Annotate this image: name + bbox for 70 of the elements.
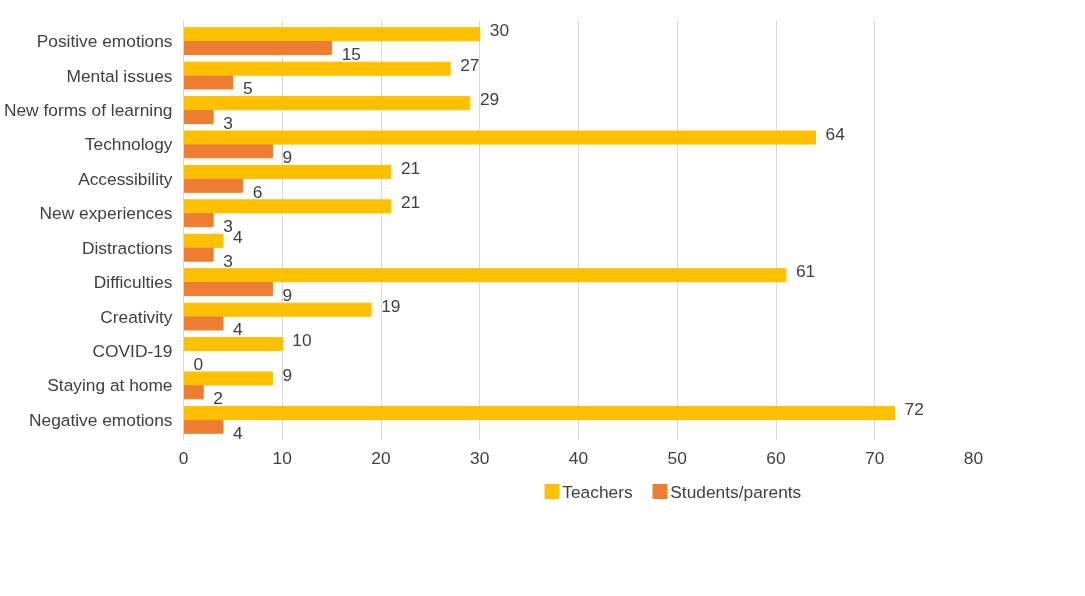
data-label: 10 xyxy=(292,330,312,351)
x-tick-label: 60 xyxy=(766,447,786,468)
bar xyxy=(183,247,214,262)
bar xyxy=(183,337,283,352)
data-label: 64 xyxy=(825,123,846,144)
x-tick-label: 50 xyxy=(667,447,687,468)
bar xyxy=(183,109,214,124)
data-label: 2 xyxy=(213,388,223,409)
data-label: 27 xyxy=(460,54,480,75)
y-tick-label: Accessibility xyxy=(78,168,173,189)
x-tick-label: 30 xyxy=(470,447,490,468)
y-tick-label: Difficulties xyxy=(93,272,173,293)
data-label: 30 xyxy=(489,20,510,41)
data-label: 5 xyxy=(242,78,253,99)
bar xyxy=(183,213,214,228)
bar xyxy=(183,199,392,214)
bar xyxy=(183,96,471,111)
data-label: 9 xyxy=(282,285,293,306)
data-label: 21 xyxy=(400,157,421,178)
bar xyxy=(183,178,244,193)
data-label: 4 xyxy=(233,422,243,443)
bar xyxy=(183,41,333,56)
bar xyxy=(183,281,273,297)
data-label: 19 xyxy=(381,295,401,316)
bar xyxy=(183,405,895,420)
y-tick-label: Mental issues xyxy=(66,65,173,86)
bar xyxy=(183,233,224,248)
bar xyxy=(183,130,816,145)
bar xyxy=(183,61,451,76)
y-tick-label: Technology xyxy=(84,134,173,155)
y-tick-label: Creativity xyxy=(100,306,173,327)
bar xyxy=(183,144,273,159)
data-label: 9 xyxy=(282,364,293,385)
y-tick-label: Negative emotions xyxy=(28,409,173,430)
bar xyxy=(183,419,224,434)
y-tick-label: Positive emotions xyxy=(36,31,173,52)
y-tick-label: COVID-19 xyxy=(92,340,173,361)
bar xyxy=(183,27,481,42)
legend-label: Teachers xyxy=(562,481,633,502)
data-label: 15 xyxy=(341,44,361,65)
x-tick-label: 0 xyxy=(178,447,189,468)
data-label: 0 xyxy=(193,353,204,374)
bar xyxy=(183,385,204,400)
data-label: 21 xyxy=(400,192,421,213)
x-tick-label: 80 xyxy=(963,447,984,468)
data-label: 72 xyxy=(904,398,924,419)
y-tick-label: New forms of learning xyxy=(3,100,173,121)
bar xyxy=(183,316,224,331)
data-label: 4 xyxy=(233,226,243,247)
data-label: 9 xyxy=(282,147,293,168)
bar xyxy=(183,75,234,90)
data-label: 6 xyxy=(252,181,263,202)
data-label: 3 xyxy=(223,216,233,237)
data-label: 4 xyxy=(233,319,243,340)
legend-label: Students/parents xyxy=(670,481,802,502)
x-tick-label: 10 xyxy=(272,447,292,468)
y-tick-label: Staying at home xyxy=(47,375,173,396)
x-tick-label: 70 xyxy=(865,447,885,468)
bar xyxy=(183,164,392,180)
x-tick-label: 20 xyxy=(371,447,391,468)
bar xyxy=(183,268,787,283)
y-tick-label: Distractions xyxy=(81,237,173,258)
data-label: 29 xyxy=(479,89,500,110)
data-label: 61 xyxy=(795,261,816,282)
bar xyxy=(183,371,273,386)
y-tick-label: New experiences xyxy=(39,203,173,224)
data-label: 3 xyxy=(223,112,233,133)
bar xyxy=(183,302,372,317)
x-tick-label: 40 xyxy=(568,447,589,468)
data-label: 3 xyxy=(223,250,233,271)
